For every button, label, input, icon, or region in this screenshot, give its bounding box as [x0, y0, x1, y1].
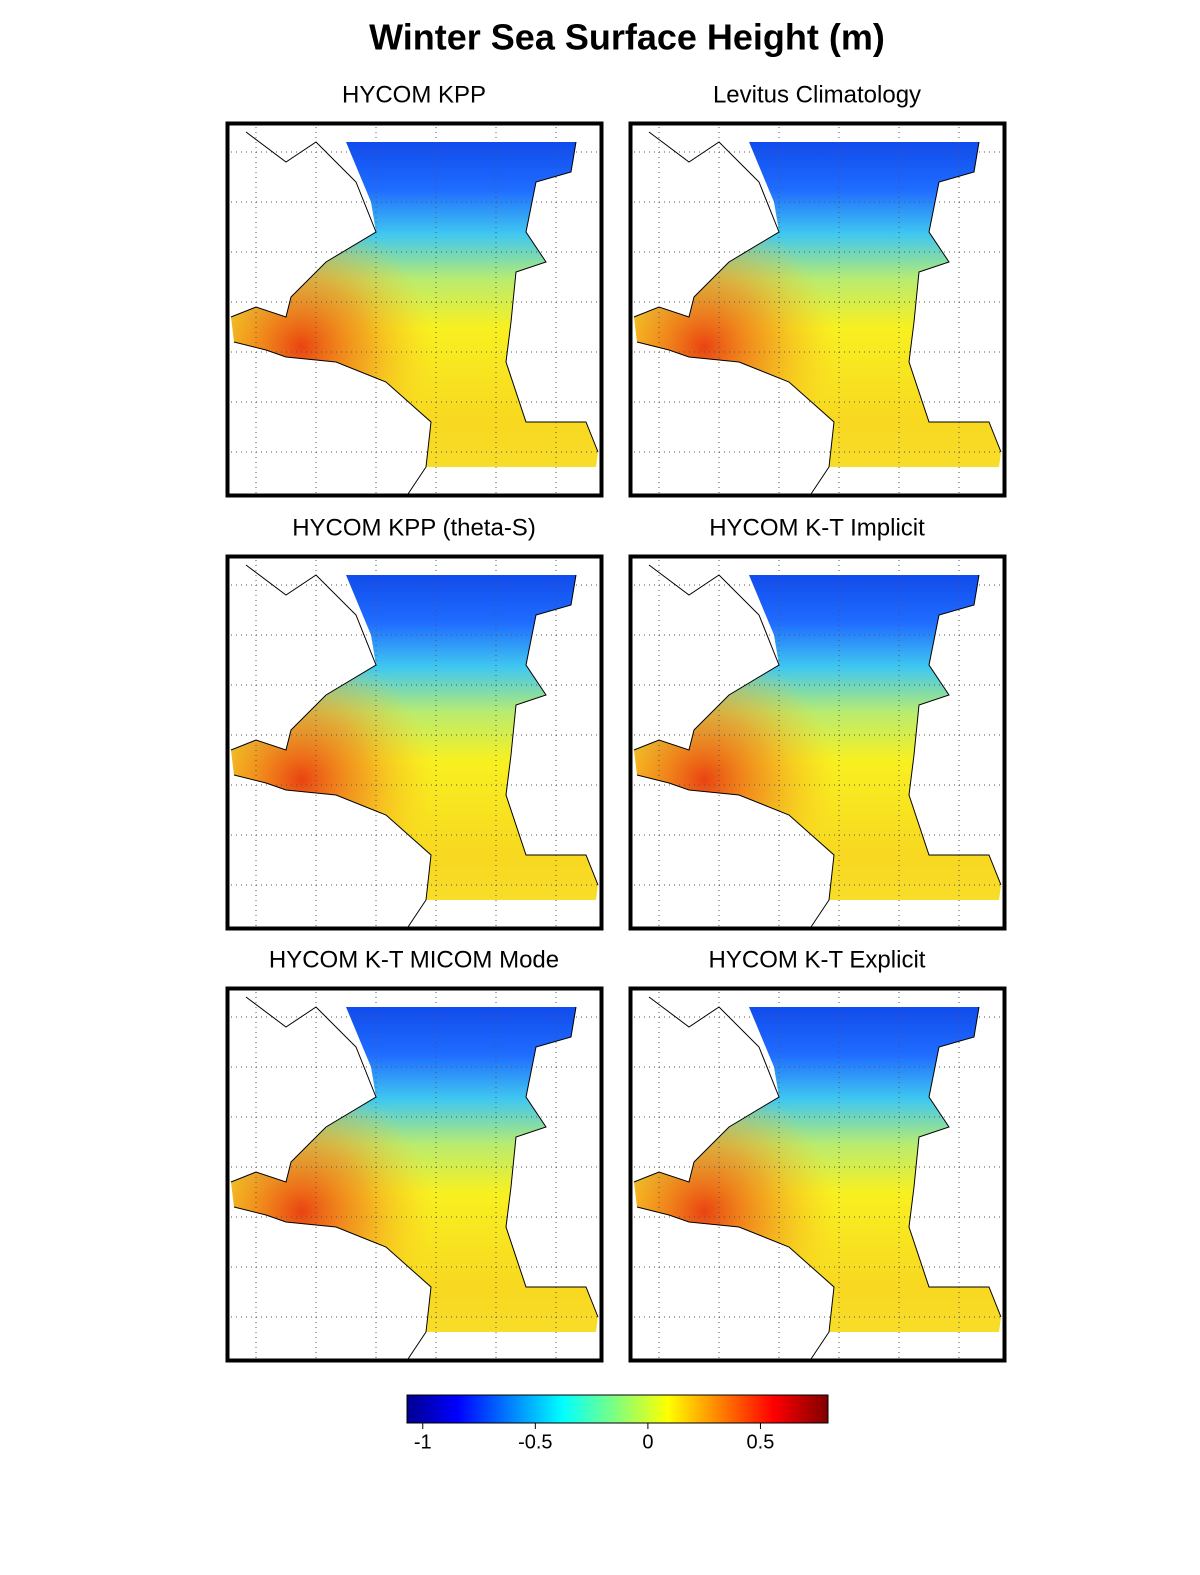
figure-title: Winter Sea Surface Height (m) [369, 17, 885, 58]
panel-title: Levitus Climatology [713, 81, 921, 108]
colorbar-tick-label: 0 [642, 1431, 653, 1453]
map-panel [226, 987, 603, 1362]
panel-title: HYCOM K-T MICOM Mode [269, 946, 559, 973]
panel-title: HYCOM K-T Explicit [709, 946, 926, 973]
map-panel [226, 122, 603, 497]
map-panel [629, 987, 1006, 1362]
colorbar-tick-label: -0.5 [518, 1431, 552, 1453]
colorbar-tick-label: -1 [414, 1431, 432, 1453]
map-panel [226, 555, 603, 930]
colorbar-tick-label: 0.5 [747, 1431, 775, 1453]
panel-title: HYCOM KPP [342, 81, 486, 108]
panel-title: HYCOM KPP (theta-S) [292, 514, 536, 541]
map-panel [629, 122, 1006, 497]
map-panel [629, 555, 1006, 930]
panel-title: HYCOM K-T Implicit [709, 514, 925, 541]
colorbar [406, 1394, 829, 1424]
